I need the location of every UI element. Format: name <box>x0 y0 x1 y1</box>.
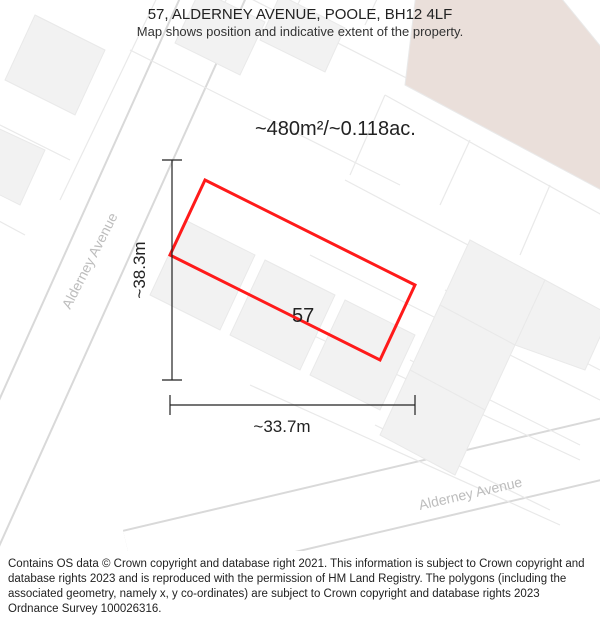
header: 57, ALDERNEY AVENUE, POOLE, BH12 4LF Map… <box>0 0 600 41</box>
house-number: 57 <box>292 305 314 328</box>
svg-text:~33.7m: ~33.7m <box>253 417 310 436</box>
subtitle: Map shows position and indicative extent… <box>10 24 590 39</box>
map: Alderney AvenueAlderney Avenue~33.7m~38.… <box>0 0 600 560</box>
svg-text:~38.3m: ~38.3m <box>130 241 149 298</box>
area-label: ~480m²/~0.118ac. <box>255 118 416 141</box>
title: 57, ALDERNEY AVENUE, POOLE, BH12 4LF <box>10 6 590 23</box>
map-svg: Alderney AvenueAlderney Avenue~33.7m~38.… <box>0 0 600 560</box>
footer-copyright: Contains OS data © Crown copyright and d… <box>0 551 600 625</box>
